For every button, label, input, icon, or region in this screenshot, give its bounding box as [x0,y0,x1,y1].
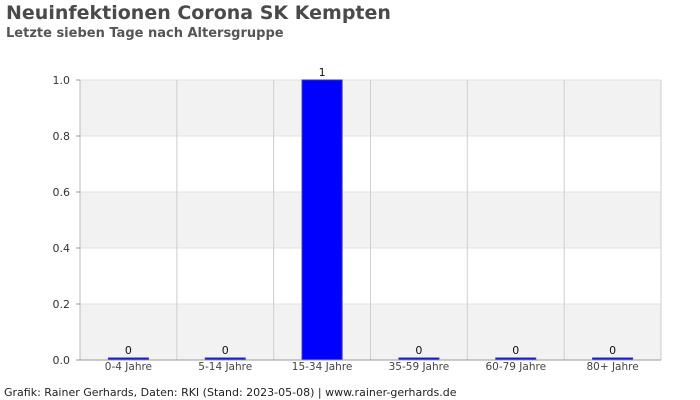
bar [301,79,343,361]
x-tick-label: 5-14 Jahre [198,361,252,373]
y-tick-label: 0.2 [53,298,71,311]
chart-title: Neuinfektionen Corona SK Kempten [6,2,391,24]
x-tick-label: 60-79 Jahre [485,361,546,373]
y-tick-label: 0.8 [53,130,71,143]
y-tick-label: 0.0 [53,354,71,367]
y-tick-label: 0.4 [53,242,71,255]
y-tick-label: 0.6 [53,186,71,199]
y-tick-label: 1.0 [53,74,71,87]
data-label: 0 [125,344,132,357]
data-label: 0 [609,344,616,357]
data-label: 0 [415,344,422,357]
data-label: 1 [319,66,326,79]
data-label: 0 [512,344,519,357]
x-tick-label: 0-4 Jahre [105,361,152,373]
x-tick-label: 15-34 Jahre [292,361,353,373]
x-tick-label: 80+ Jahre [586,361,638,373]
x-tick-label: 35-59 Jahre [389,361,450,373]
source-footer: Grafik: Rainer Gerhards, Daten: RKI (Sta… [4,386,457,399]
chart-subtitle: Letzte sieben Tage nach Altersgruppe [6,26,284,41]
data-label: 0 [222,344,229,357]
